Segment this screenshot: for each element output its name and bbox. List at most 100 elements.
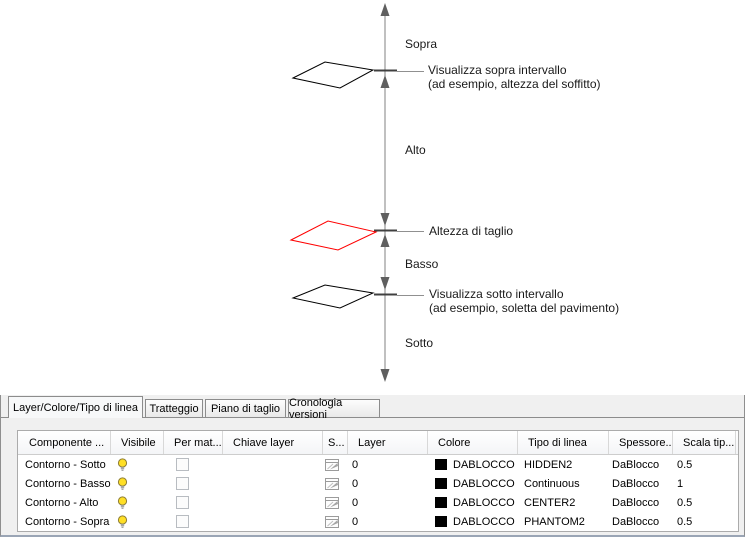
cell-componente: Contorno - Sopra (25, 515, 110, 528)
colore-value: DABLOCCO (453, 496, 515, 509)
color-swatch-icon (435, 516, 447, 527)
cell-sostituzione (323, 455, 348, 474)
column-header-s[interactable]: S... (323, 431, 348, 454)
cell-sostituzione (323, 512, 348, 531)
tab-tratteggio[interactable]: Tratteggio (145, 399, 203, 417)
visibility-bulb-icon[interactable] (117, 495, 128, 510)
tab-layer-colore-tipo-di-linea[interactable]: Layer/Colore/Tipo di linea (8, 396, 143, 418)
cell-spessore[interactable]: DaBlocco (612, 515, 660, 528)
label-visualizza-sotto: Visualizza sotto intervallo (ad esempio, … (429, 287, 619, 315)
column-header-chiave-layer[interactable]: Chiave layer (223, 431, 323, 454)
cell-spessore[interactable]: DaBlocco (612, 458, 660, 471)
arrowhead-up-top-icon (380, 3, 390, 16)
label-sopra: Sopra (405, 37, 438, 51)
arrowhead-up-below-cut-icon (380, 234, 390, 247)
color-swatch-icon (435, 459, 447, 470)
cell-spessore[interactable]: DaBlocco (612, 496, 660, 509)
cell-scala-tipo[interactable]: 1 (677, 477, 684, 490)
arrowhead-up-below-sopra-icon (380, 75, 390, 88)
column-header-colore[interactable]: Colore (428, 431, 518, 454)
colore-value: DABLOCCO (453, 477, 515, 490)
table-row-contorno-sotto[interactable]: Contorno - Sotto (18, 455, 738, 474)
cell-sostituzione (323, 474, 348, 493)
cell-tipo-di-linea[interactable]: Continuous (524, 477, 580, 490)
cut-plane-diagram-graphics (289, 3, 424, 382)
cell-componente: Contorno - Sotto (25, 458, 106, 471)
label-basso: Basso (405, 257, 439, 271)
cell-colore[interactable]: DABLOCCO (428, 512, 518, 531)
arrowhead-down-above-cut-icon (380, 213, 390, 226)
cell-colore[interactable]: DABLOCCO (428, 474, 518, 493)
cell-chiave-layer[interactable] (223, 455, 323, 474)
table-row-contorno-sopra[interactable]: Contorno - Sopra (18, 512, 738, 531)
cut-plane-diagram: Sopra Visualizza sopra intervallo (ad ese… (289, 3, 619, 382)
visibility-bulb-icon[interactable] (117, 476, 128, 491)
cell-colore[interactable]: DABLOCCO (428, 455, 518, 474)
table-row-contorno-alto[interactable]: Contorno - Alto (18, 493, 738, 512)
cell-visibile (111, 474, 164, 493)
per-materiale-checkbox[interactable] (176, 515, 189, 528)
column-header-tipo-di-linea[interactable]: Tipo di linea (518, 431, 609, 454)
cell-chiave-layer[interactable] (223, 512, 323, 531)
column-header-layer[interactable]: Layer (348, 431, 428, 454)
label-visualizza-sotto-line2: (ad esempio, soletta del pavimento) (429, 301, 620, 315)
colore-value: DABLOCCO (453, 515, 515, 528)
cell-componente: Contorno - Alto (25, 496, 99, 509)
column-header-visibile[interactable]: Visibile (111, 431, 164, 454)
cell-scala-tipo[interactable]: 0.5 (677, 458, 693, 471)
layer-override-icon[interactable] (325, 458, 339, 471)
cell-per-materiale (164, 455, 223, 474)
visibility-bulb-icon[interactable] (117, 457, 128, 472)
colore-value: DABLOCCO (453, 458, 515, 471)
label-alto: Alto (405, 143, 426, 157)
cell-scala-tipo[interactable]: 0.5 (677, 515, 693, 528)
tab-piano-di-taglio[interactable]: Piano di taglio (205, 399, 286, 417)
cell-chiave-layer[interactable] (223, 474, 323, 493)
cell-per-materiale (164, 512, 223, 531)
table-row-contorno-basso[interactable]: Contorno - Basso (18, 474, 738, 493)
cell-layer[interactable]: 0 (352, 515, 359, 528)
cell-per-materiale (164, 493, 223, 512)
cell-tipo-di-linea[interactable]: HIDDEN2 (524, 458, 573, 471)
visibility-bulb-icon[interactable] (117, 514, 128, 529)
cell-scala-tipo[interactable]: 0.5 (677, 496, 693, 509)
arrowhead-down-above-sotto-icon (380, 277, 390, 290)
label-visualizza-sopra: Visualizza sopra intervallo (ad esempio, … (428, 63, 601, 91)
column-header-componente[interactable]: Componente ... (18, 431, 111, 454)
sotto-plane-shape (291, 284, 375, 309)
cell-visibile (111, 493, 164, 512)
layer-override-icon[interactable] (325, 496, 339, 509)
per-materiale-checkbox[interactable] (176, 496, 189, 509)
cell-visibile (111, 455, 164, 474)
sopra-plane-shape (291, 61, 375, 89)
cell-tipo-di-linea[interactable]: CENTER2 (524, 496, 576, 509)
cell-componente: Contorno - Basso (25, 477, 111, 490)
per-materiale-checkbox[interactable] (176, 477, 189, 490)
layer-override-icon[interactable] (325, 477, 339, 490)
cell-chiave-layer[interactable] (223, 493, 323, 512)
cell-colore[interactable]: DABLOCCO (428, 493, 518, 512)
tab-cronologia-versioni[interactable]: Cronologia versioni (288, 397, 380, 421)
label-altezza-di-taglio: Altezza di taglio (429, 224, 514, 238)
cell-layer[interactable]: 0 (352, 458, 359, 471)
color-swatch-icon (435, 478, 447, 489)
cell-tipo-di-linea[interactable]: PHANTOM2 (524, 515, 585, 528)
cut-plane-shape (289, 220, 378, 251)
column-header-per-materiale[interactable]: Per mat... (164, 431, 223, 454)
label-sotto: Sotto (405, 336, 434, 350)
cell-spessore[interactable]: DaBlocco (612, 477, 660, 490)
label-visualizza-sopra-line2: (ad esempio, altezza del soffitto) (428, 77, 601, 91)
cell-layer[interactable]: 0 (352, 477, 359, 490)
per-materiale-checkbox[interactable] (176, 458, 189, 471)
cell-layer[interactable]: 0 (352, 496, 359, 509)
layer-override-icon[interactable] (325, 515, 339, 528)
color-swatch-icon (435, 497, 447, 508)
display-properties-panel: Layer/Colore/Tipo di linea Tratteggio Pi… (0, 395, 745, 537)
arrowhead-down-bottom-icon (380, 369, 390, 382)
cell-sostituzione (323, 493, 348, 512)
column-header-spessore[interactable]: Spessore... (609, 431, 673, 454)
column-header-scala-tipo[interactable]: Scala tip... (673, 431, 736, 454)
label-visualizza-sopra-line1: Visualizza sopra intervallo (428, 63, 567, 77)
tab-page-layer-colore: Componente ... Visibile Per mat... Chiav… (1, 417, 744, 535)
